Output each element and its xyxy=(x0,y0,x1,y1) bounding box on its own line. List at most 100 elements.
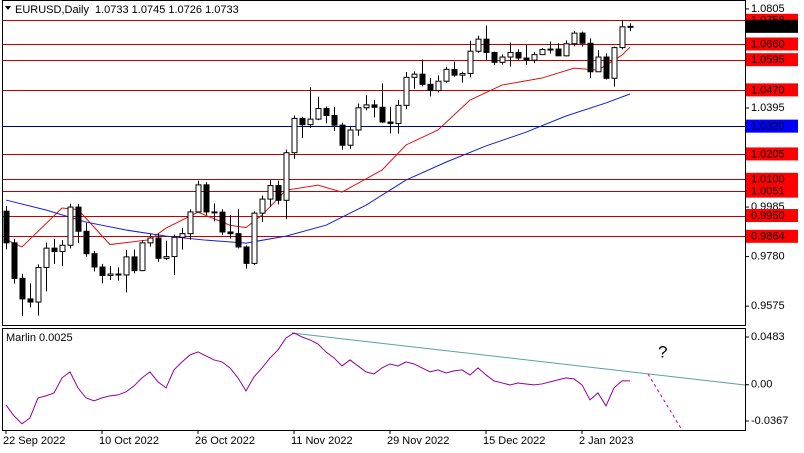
x-tick-label: 10 Oct 2022 xyxy=(99,435,159,447)
candle-body xyxy=(235,233,242,248)
level-label-box xyxy=(746,209,798,223)
last-price-box xyxy=(746,19,798,33)
candle-body xyxy=(419,73,426,85)
candle-body xyxy=(387,121,394,124)
candle-body xyxy=(411,73,418,78)
candle-body xyxy=(19,277,26,300)
y-tick-label: -0.0367 xyxy=(751,415,788,427)
candle-body xyxy=(483,38,490,53)
candle-body xyxy=(547,48,554,51)
level-label: 0.9864 xyxy=(751,231,785,243)
candle-body xyxy=(451,68,458,76)
candle-body xyxy=(275,185,282,201)
menu-triangle xyxy=(5,6,11,10)
candle-body xyxy=(259,198,266,214)
candle-body xyxy=(403,76,410,106)
x-tick-label: 29 Nov 2022 xyxy=(387,435,449,447)
candle-body xyxy=(563,43,570,57)
candle-body xyxy=(459,72,466,76)
level-label-box xyxy=(746,37,798,51)
candle-body xyxy=(355,107,362,131)
candle-body xyxy=(523,57,530,61)
candle-body xyxy=(83,230,90,255)
candle-body xyxy=(59,244,66,253)
candle-body xyxy=(11,242,18,279)
candle-body xyxy=(171,236,178,258)
candle-body xyxy=(307,118,314,126)
y-tick-label: 0.0483 xyxy=(751,331,785,343)
candle-body xyxy=(611,47,618,79)
candle-body xyxy=(179,233,186,238)
annotation: ? xyxy=(658,342,667,361)
candle-body xyxy=(283,152,290,201)
level-label-box xyxy=(746,119,798,133)
candle-body xyxy=(531,54,538,61)
level-label-box xyxy=(746,83,798,97)
candle-body xyxy=(371,104,378,108)
candle-body xyxy=(435,80,442,92)
candle-body xyxy=(363,104,370,109)
level-label-box xyxy=(746,184,798,198)
level-label: 1.0320 xyxy=(751,121,785,133)
indicator-projection xyxy=(647,373,683,431)
level-label: 1.0051 xyxy=(751,186,785,198)
x-tick-label: 26 Oct 2022 xyxy=(195,435,255,447)
candle-body xyxy=(51,247,58,253)
moving-average xyxy=(5,93,631,244)
chart-title: EURUSD,Daily xyxy=(15,4,89,16)
candle-body xyxy=(603,56,610,79)
candle-body xyxy=(155,237,162,259)
level-label-box xyxy=(746,229,798,243)
candle-body xyxy=(35,266,42,303)
x-tick-label: 22 Sep 2022 xyxy=(3,435,65,447)
level-label: 1.0100 xyxy=(751,174,785,186)
candle-body xyxy=(43,247,50,268)
x-tick-label: 11 Nov 2022 xyxy=(291,435,353,447)
x-tick-label: 15 Dec 2022 xyxy=(483,435,545,447)
level-label: 1.0205 xyxy=(751,148,785,160)
y-tick-label: 0.9575 xyxy=(751,300,785,312)
candle-body xyxy=(595,56,602,73)
candle-body xyxy=(267,185,274,200)
candle-body xyxy=(315,107,322,120)
candle-body xyxy=(427,83,434,92)
level-label: 0.9950 xyxy=(751,210,785,222)
candle-body xyxy=(91,253,98,268)
candle-body xyxy=(139,242,146,272)
candle-body xyxy=(539,49,546,56)
candle-body xyxy=(331,115,338,126)
candle-body xyxy=(347,129,354,146)
level-label: 1.0470 xyxy=(751,84,785,96)
candle-body xyxy=(291,117,298,154)
candle-body xyxy=(491,51,498,63)
indicator-frame xyxy=(2,328,746,431)
candle-body xyxy=(251,212,258,264)
candle-body xyxy=(475,38,482,52)
level-label: 1.0595 xyxy=(751,54,785,66)
candle-body xyxy=(211,211,218,214)
candle-body xyxy=(619,26,626,49)
indicator-trendline xyxy=(291,332,746,386)
candle-body xyxy=(107,273,114,276)
candle-body xyxy=(227,231,234,235)
candle-body xyxy=(299,117,306,126)
level-label-box xyxy=(746,147,798,161)
candle-body xyxy=(203,184,210,213)
y-tick-label: 0.00 xyxy=(751,379,772,391)
x-tick-label: 2 Jan 2023 xyxy=(579,435,633,447)
candle-body xyxy=(99,266,106,276)
y-tick-label: 1.0395 xyxy=(751,102,785,114)
candle-body xyxy=(163,256,170,259)
level-label-box xyxy=(746,172,798,186)
level-label: 1.0660 xyxy=(751,38,785,50)
candle-body xyxy=(379,106,386,123)
candle-body xyxy=(195,184,202,213)
candle-body xyxy=(555,48,562,57)
level-label-box xyxy=(746,53,798,67)
candle-body xyxy=(123,256,130,276)
candle-body xyxy=(27,298,34,303)
